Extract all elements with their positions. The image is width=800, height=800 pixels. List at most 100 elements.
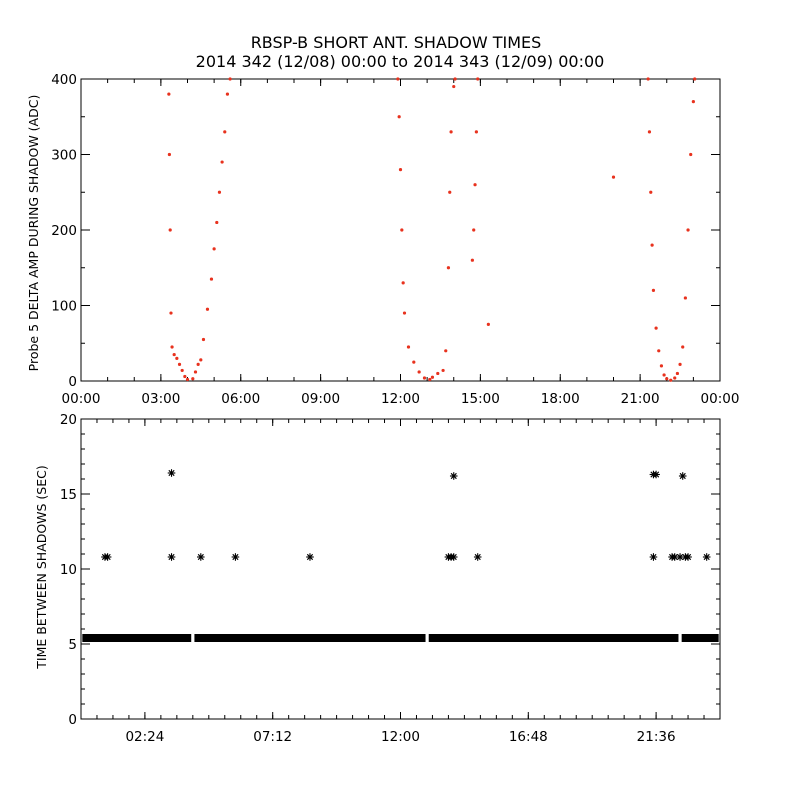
data-point [650, 243, 654, 247]
data-point [659, 364, 664, 368]
data-point [401, 281, 405, 285]
y-tick-label: 5 [68, 637, 77, 653]
data-point [103, 553, 112, 561]
data-point [191, 377, 195, 381]
data-point [205, 307, 210, 311]
x-tick-label: 02:24 [125, 729, 164, 745]
data-point [444, 349, 448, 353]
x-tick-label: 15:00 [461, 391, 500, 407]
data-point [180, 368, 184, 373]
data-point [402, 311, 407, 315]
data-point [175, 356, 179, 360]
data-point [652, 470, 660, 479]
data-point [470, 258, 474, 262]
data-point [449, 553, 458, 561]
data-point [231, 553, 240, 561]
data-point [223, 130, 227, 134]
data-point [449, 472, 458, 480]
data-point [167, 469, 176, 477]
chart-title: RBSP-B SHORT ANT. SHADOW TIMES [251, 33, 542, 52]
data-point [651, 288, 656, 292]
data-point [169, 311, 173, 315]
chart-subtitle: 2014 342 (12/08) 00:00 to 2014 343 (12/0… [196, 52, 605, 71]
bottom-y-axis-label: TIME BETWEEN SHADOWS (SEC) [34, 465, 49, 670]
data-point [441, 368, 445, 373]
data-point [474, 130, 478, 134]
y-tick-label: 0 [68, 374, 77, 390]
data-point [691, 100, 695, 104]
data-point [670, 553, 679, 561]
baseline-band [681, 634, 719, 642]
x-tick-label: 12:00 [381, 729, 420, 745]
data-point [412, 360, 416, 364]
data-point [473, 183, 477, 187]
data-point [662, 373, 666, 377]
data-point [397, 115, 401, 119]
data-point [446, 266, 451, 270]
data-point [422, 376, 427, 380]
data-point [428, 377, 432, 382]
x-tick-label: 18:00 [541, 391, 580, 407]
data-point [436, 371, 440, 376]
data-point [217, 190, 222, 194]
data-point [472, 228, 476, 232]
y-tick-label: 300 [51, 148, 77, 164]
x-tick-label: 06:00 [221, 391, 260, 407]
top-panel: Probe 5 DELTA AMP DURING SHADOW (ADC) 00… [26, 72, 739, 407]
x-tick-label: 12:00 [381, 391, 420, 407]
bottom-plot-frame [80, 418, 721, 720]
data-point [675, 371, 680, 376]
data-point [199, 358, 203, 362]
data-point [647, 130, 652, 134]
x-tick-label: 00:00 [62, 391, 101, 407]
x-tick-label: 03:00 [141, 391, 180, 407]
data-point [185, 377, 190, 382]
data-point [476, 77, 480, 81]
top-y-axis-label: Probe 5 DELTA AMP DURING SHADOW (ADC) [26, 95, 41, 372]
data-point [686, 228, 690, 232]
y-tick-label: 0 [68, 712, 77, 728]
data-point [702, 553, 711, 561]
data-point [649, 553, 658, 561]
data-point [430, 375, 435, 379]
data-point [396, 77, 400, 81]
data-point [673, 376, 677, 380]
data-point [400, 228, 404, 232]
data-point [306, 553, 314, 561]
data-point [167, 152, 171, 157]
bottom-panel: TIME BETWEEN SHADOWS (SEC) 02:24 07:12 12:… [34, 412, 721, 745]
data-point [678, 362, 682, 366]
data-point [177, 362, 182, 366]
data-point [406, 345, 411, 349]
data-point [197, 553, 205, 561]
x-tick-label: 21:36 [637, 729, 676, 745]
data-point [654, 326, 658, 330]
data-point [172, 352, 176, 357]
baseline-band [428, 634, 679, 642]
data-point [193, 370, 198, 374]
data-point [649, 190, 653, 194]
data-point [473, 553, 482, 561]
data-point [228, 77, 232, 81]
data-point [669, 378, 673, 382]
data-point [611, 175, 616, 179]
data-point [486, 322, 490, 326]
x-tick-label: 00:00 [701, 391, 740, 407]
data-point [683, 296, 687, 300]
data-point [167, 553, 176, 561]
x-tick-label: 07:12 [253, 729, 292, 745]
data-point [196, 362, 200, 366]
data-point [209, 277, 214, 281]
data-point [678, 472, 687, 480]
data-point [689, 152, 693, 157]
baseline-band [194, 634, 426, 642]
y-tick-label: 200 [51, 223, 77, 239]
x-tick-label: 09:00 [301, 391, 340, 407]
data-point [215, 220, 219, 225]
data-point [448, 190, 452, 194]
data-point [167, 92, 171, 96]
data-point [212, 247, 216, 251]
data-point [681, 345, 685, 349]
data-point [168, 228, 172, 232]
y-tick-label: 100 [51, 299, 77, 315]
